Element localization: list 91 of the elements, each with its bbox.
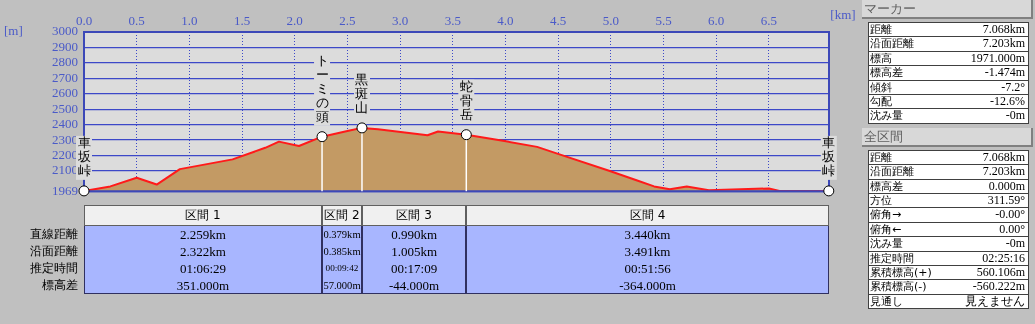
x-tick-label: 5.5	[655, 12, 672, 28]
x-tick-label: 3.5	[444, 12, 461, 28]
category-label: 方位	[870, 193, 892, 207]
category-label: 標高差	[870, 66, 903, 80]
y-tick-label: 2500	[52, 100, 78, 116]
text: 311.59°	[987, 192, 1025, 207]
text: -0.00°	[995, 207, 1025, 222]
x-tick-label: 1.5	[233, 12, 251, 28]
x-tick-label: 3.0	[392, 12, 409, 28]
text: -12.6%	[990, 93, 1025, 108]
category-label: 区間 3	[361, 205, 467, 226]
y-tick-label: 2600	[52, 85, 78, 101]
text: -7.2°	[1001, 79, 1025, 94]
text: -560.222m	[972, 279, 1025, 294]
text: 0.000m	[988, 178, 1025, 193]
category-label: 標高差	[42, 278, 78, 292]
category-label: 沿面距離	[30, 244, 78, 258]
y-tick-label: 2800	[52, 54, 78, 70]
text: 1.005km	[391, 244, 438, 259]
text: 3.491km	[624, 244, 671, 259]
category-label: 俯角←	[870, 222, 902, 236]
x-tick-label: 6.0	[708, 12, 725, 28]
text: 2.322km	[180, 244, 226, 259]
text: 2.259km	[180, 227, 226, 242]
x-tick-label: 6.5	[760, 12, 778, 28]
x-tick-label: 2.5	[339, 12, 356, 28]
y-tick-label: 3000	[52, 23, 78, 39]
category-label: 沿面距離	[870, 37, 914, 51]
category-label: 推定時間	[30, 261, 78, 275]
category-label: 沈み量	[870, 109, 903, 123]
text: -44.000m	[389, 278, 440, 293]
text: 0.00°	[999, 221, 1025, 236]
x-tick-label: 0.5	[128, 12, 145, 28]
text: 351.000m	[176, 278, 230, 293]
category-label: 見通し	[870, 294, 903, 308]
text: 全区間	[862, 127, 1033, 147]
text: 7.068km	[982, 149, 1025, 164]
category-label: 傾斜	[870, 80, 892, 94]
y-tick-label: 1969	[52, 182, 78, 198]
category-label: 沈み量	[870, 237, 903, 251]
text: 7.203km	[982, 164, 1025, 179]
category-label: 推定時間	[870, 251, 914, 265]
annotation: 車坂峠	[76, 135, 91, 179]
x-tick-label: 2.0	[286, 12, 303, 28]
y-tick-label: 2700	[52, 69, 78, 85]
text: 7.203km	[982, 36, 1025, 51]
category-label: 俯角→	[870, 208, 902, 222]
category-label: 標高	[870, 51, 892, 65]
text: 3.440km	[624, 227, 671, 242]
category-label: 勾配	[870, 94, 892, 108]
text: 0.379km	[323, 229, 361, 240]
x-tick-label: 4.5	[550, 12, 567, 28]
category-label: 区間 4	[466, 205, 829, 226]
text: -0m	[1005, 108, 1025, 123]
category-label: 区間 2	[322, 205, 362, 226]
category-label: 累積標高(+)	[870, 265, 932, 279]
annotation: トーミの頭	[315, 53, 329, 125]
text: 01:06:29	[179, 261, 227, 276]
text: 0.385km	[323, 246, 361, 257]
text: 560.106m	[976, 264, 1025, 279]
y-axis-title: [m]	[4, 23, 23, 39]
x-tick-label: 4.0	[497, 12, 514, 28]
category-label: 沿面距離	[870, 165, 914, 179]
category-label: 区間 1	[84, 205, 323, 226]
text: 見えません	[965, 293, 1025, 308]
category-label: 累積標高(-)	[870, 280, 927, 294]
text: 02:25:16	[982, 250, 1025, 265]
text: 57.000m	[323, 280, 361, 291]
y-tick-label: 2400	[52, 116, 78, 132]
annotation: 蛇骨岳	[459, 79, 473, 123]
text: マーカー	[862, 0, 1033, 19]
text: -0m	[1005, 236, 1025, 251]
text: 00:17:09	[391, 261, 438, 276]
category-label: 距離	[870, 150, 892, 164]
category-label: 直線距離	[30, 227, 78, 241]
text: 00:09:42	[325, 263, 359, 273]
text: 1971.000m	[970, 50, 1025, 65]
text: 0.990km	[391, 227, 438, 242]
category-label: 距離	[870, 23, 892, 36]
annotation: 黒斑山	[355, 72, 369, 116]
text: 7.068km	[982, 22, 1025, 36]
text: -1.474m	[984, 65, 1025, 80]
y-tick-label: 2900	[52, 38, 78, 54]
x-tick-label: 0.0	[75, 12, 93, 28]
category-label: 標高差	[870, 179, 903, 193]
annotation: 車坂峠	[821, 135, 836, 179]
x-tick-label: 5.0	[602, 12, 619, 28]
x-tick-label: 1.0	[181, 12, 198, 28]
text: -364.000m	[619, 278, 676, 293]
x-axis-title: [km]	[830, 7, 856, 23]
text: 00:51:56	[624, 261, 671, 276]
